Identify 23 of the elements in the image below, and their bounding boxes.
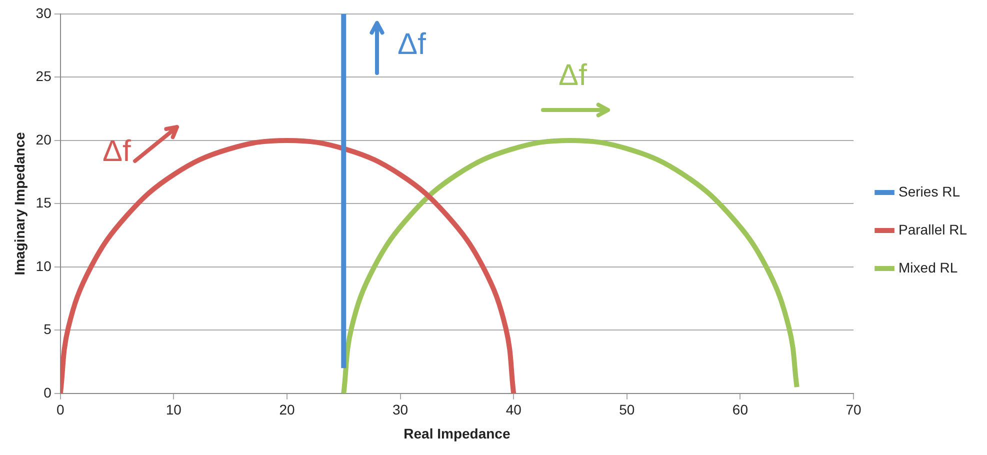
legend-label: Parallel RL bbox=[898, 221, 968, 238]
y-tick-label: 0 bbox=[44, 384, 52, 400]
legend-label: Series RL bbox=[898, 183, 960, 200]
x-tick-label: 60 bbox=[732, 402, 748, 418]
y-tick-label: 15 bbox=[36, 194, 52, 211]
y-axis-title: Imaginary Impedance bbox=[11, 132, 28, 276]
y-tick-label: 25 bbox=[36, 68, 52, 84]
x-tick-label: 30 bbox=[392, 402, 408, 418]
annotation: Δf bbox=[398, 28, 427, 61]
x-tick-label: 20 bbox=[279, 402, 295, 418]
y-tick-label: 20 bbox=[36, 131, 52, 148]
x-tick-label: 70 bbox=[846, 402, 862, 418]
y-tick-label: 5 bbox=[44, 321, 52, 338]
annotation: Δf bbox=[558, 58, 588, 92]
y-tick-label: 10 bbox=[36, 258, 52, 274]
y-tick-label: 30 bbox=[36, 4, 52, 21]
x-tick-label: 40 bbox=[506, 402, 522, 418]
x-tick-label: 10 bbox=[166, 402, 182, 418]
x-tick-label: 0 bbox=[56, 402, 64, 418]
legend-label: Mixed RL bbox=[898, 259, 958, 276]
x-tick-label: 50 bbox=[619, 402, 635, 418]
x-axis-title: Real Impedance bbox=[404, 425, 510, 442]
annotation: Δf bbox=[102, 135, 132, 168]
